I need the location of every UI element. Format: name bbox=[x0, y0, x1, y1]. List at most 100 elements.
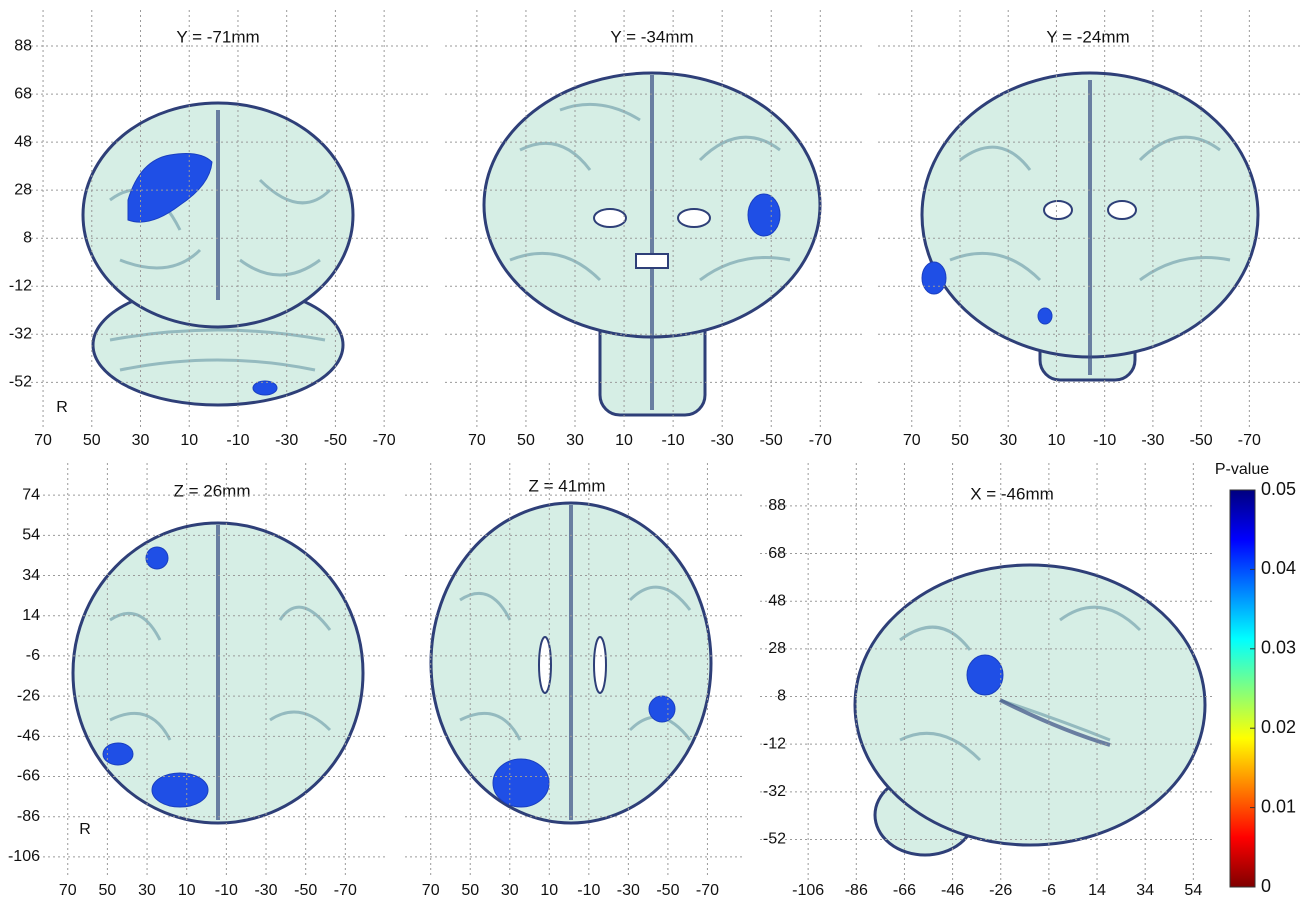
y-tick-label: -52 bbox=[9, 374, 32, 391]
y-tick-label: 48 bbox=[768, 592, 786, 609]
x-tick-label: -26 bbox=[989, 882, 1012, 899]
y-tick-label: -66 bbox=[17, 768, 40, 785]
x-tick-label: -6 bbox=[1042, 882, 1056, 899]
x-tick-label: 70 bbox=[422, 882, 440, 899]
ventricle bbox=[593, 636, 607, 694]
cluster bbox=[151, 772, 209, 808]
y-tick-label: -12 bbox=[763, 735, 786, 752]
y-tick-label: 68 bbox=[14, 85, 32, 102]
colorbar-title: P-value bbox=[1215, 461, 1269, 478]
y-tick-label: 34 bbox=[22, 567, 40, 584]
folds bbox=[459, 585, 692, 741]
x-tick-label: 50 bbox=[99, 882, 117, 899]
folds bbox=[949, 135, 1231, 282]
y-tick-label: 14 bbox=[22, 607, 40, 624]
cluster bbox=[648, 695, 676, 723]
y-tick-label: 48 bbox=[14, 133, 32, 150]
ventricle bbox=[677, 208, 711, 228]
brain-slices bbox=[71, 71, 1260, 857]
x-tick-label: 10 bbox=[1048, 432, 1066, 449]
x-tick-label: 54 bbox=[1184, 882, 1202, 899]
folds bbox=[899, 605, 1142, 762]
x-tick-label: -10 bbox=[577, 882, 600, 899]
cluster bbox=[127, 153, 213, 223]
y-tick-label: -6 bbox=[26, 647, 40, 664]
y-tick-label: -46 bbox=[17, 728, 40, 745]
x-tick-label: 70 bbox=[468, 432, 486, 449]
x-tick-label: -66 bbox=[893, 882, 916, 899]
colorbar-tick-label: 0.05 bbox=[1261, 479, 1296, 499]
x-tick-label: -70 bbox=[334, 882, 357, 899]
x-tick-label: -30 bbox=[711, 432, 734, 449]
panel-title: Y = -24mm bbox=[1046, 27, 1129, 46]
y-tick-label: 54 bbox=[22, 527, 40, 544]
colorbar-tick-label: 0.04 bbox=[1261, 558, 1296, 578]
x-tick-label: -46 bbox=[941, 882, 964, 899]
x-tick-label: -10 bbox=[226, 432, 249, 449]
colorbar-tick-label: 0.02 bbox=[1261, 717, 1296, 737]
cerebrum bbox=[853, 563, 1207, 847]
x-tick-label: -10 bbox=[662, 432, 685, 449]
panel-title: Z = 26mm bbox=[174, 481, 251, 500]
cluster bbox=[966, 654, 1004, 696]
y-tick-label: 74 bbox=[22, 486, 40, 503]
x-tick-label: 10 bbox=[615, 432, 633, 449]
cluster bbox=[102, 742, 134, 766]
y-tick-label: -32 bbox=[763, 783, 786, 800]
x-tick-label: 10 bbox=[540, 882, 558, 899]
x-tick-label: -70 bbox=[1238, 432, 1261, 449]
y-tick-label: -26 bbox=[17, 687, 40, 704]
x-tick-label: 14 bbox=[1088, 882, 1106, 899]
x-tick-label: -30 bbox=[275, 432, 298, 449]
x-tick-label: 50 bbox=[951, 432, 969, 449]
x-tick-label: 30 bbox=[999, 432, 1017, 449]
y-tick-label: 28 bbox=[14, 181, 32, 198]
x-tick-label: 30 bbox=[132, 432, 150, 449]
panel-title: Y = -34mm bbox=[610, 27, 693, 46]
panel-title: Z = 41mm bbox=[529, 476, 606, 495]
colorbar bbox=[1229, 489, 1256, 888]
cluster bbox=[492, 758, 550, 808]
y-tick-label: -12 bbox=[9, 277, 32, 294]
x-tick-label: -30 bbox=[617, 882, 640, 899]
x-tick-label: -70 bbox=[373, 432, 396, 449]
x-tick-label: -30 bbox=[254, 882, 277, 899]
annotation: R bbox=[56, 399, 68, 416]
x-tick-label: -106 bbox=[792, 882, 824, 899]
y-tick-label: -86 bbox=[17, 808, 40, 825]
y-tick-label: 88 bbox=[14, 37, 32, 54]
y-tick-label: -106 bbox=[8, 848, 40, 865]
x-tick-label: -50 bbox=[1190, 432, 1213, 449]
cluster bbox=[921, 261, 947, 295]
x-tick-label: 34 bbox=[1136, 882, 1154, 899]
folds bbox=[109, 605, 332, 741]
x-tick-label: 10 bbox=[180, 432, 198, 449]
x-tick-label: 10 bbox=[178, 882, 196, 899]
ventricle bbox=[1107, 200, 1137, 220]
colorbar-tick-label: 0.03 bbox=[1261, 638, 1296, 658]
x-tick-label: -10 bbox=[215, 882, 238, 899]
panel-title: Y = -71mm bbox=[176, 27, 259, 46]
x-tick-label: 30 bbox=[566, 432, 584, 449]
x-tick-label: -86 bbox=[845, 882, 868, 899]
y-tick-label: -32 bbox=[9, 326, 32, 343]
cluster bbox=[145, 546, 169, 570]
x-tick-label: -70 bbox=[696, 882, 719, 899]
x-tick-label: 30 bbox=[138, 882, 156, 899]
cluster bbox=[252, 380, 278, 396]
y-tick-label: 28 bbox=[768, 640, 786, 657]
ventricle bbox=[538, 636, 552, 694]
x-tick-label: 50 bbox=[461, 882, 479, 899]
x-tick-label: -10 bbox=[1093, 432, 1116, 449]
y-tick-label: 88 bbox=[768, 497, 786, 514]
x-tick-label: 70 bbox=[34, 432, 52, 449]
x-tick-label: 50 bbox=[517, 432, 535, 449]
cluster bbox=[747, 193, 781, 237]
panel-title: X = -46mm bbox=[970, 484, 1054, 503]
folds bbox=[509, 102, 791, 282]
cluster bbox=[1037, 307, 1053, 325]
annotation: R bbox=[79, 821, 91, 838]
colorbar-tick-label: 0.01 bbox=[1261, 796, 1296, 816]
